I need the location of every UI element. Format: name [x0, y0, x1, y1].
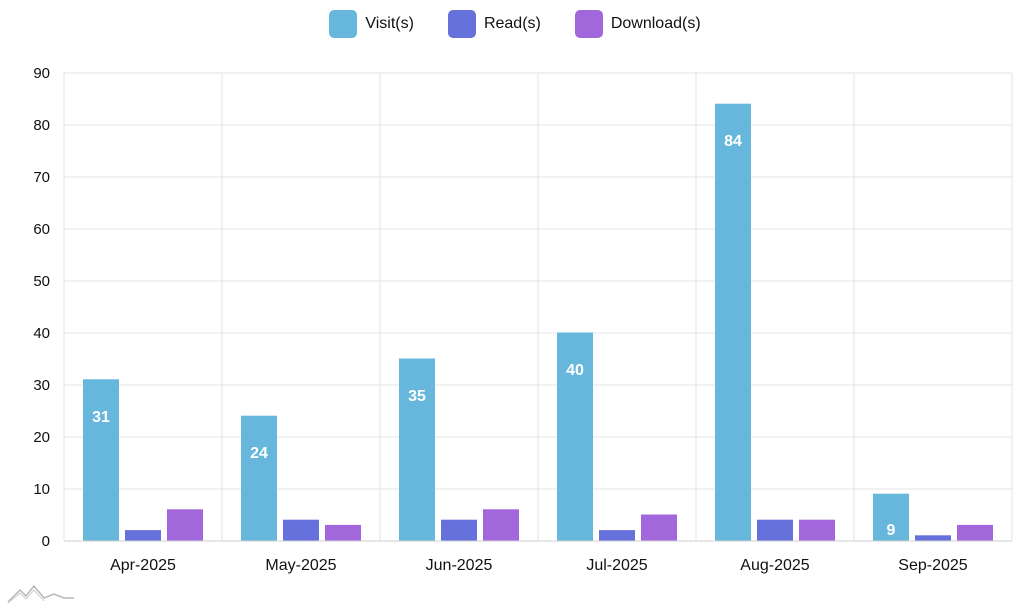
bars: [83, 103, 993, 542]
legend-label-downloads: Download(s): [610, 15, 701, 32]
bar-reads[interactable]: [125, 530, 161, 542]
bar-value-label: 84: [724, 133, 742, 150]
y-tick-label: 40: [33, 325, 50, 342]
y-tick-label: 90: [33, 65, 50, 82]
bar-value-label: 40: [566, 362, 584, 379]
bar-reads[interactable]: [441, 519, 477, 542]
x-tick-label: Jun-2025: [426, 557, 493, 574]
bar-downloads[interactable]: [957, 524, 993, 542]
bar-downloads[interactable]: [167, 509, 203, 542]
bar-reads[interactable]: [915, 535, 951, 542]
bar-downloads[interactable]: [641, 514, 677, 542]
grid-lines: [63, 72, 1013, 542]
bar-value-label: 9: [887, 522, 896, 539]
legend: Visit(s) Read(s) Download(s): [0, 8, 1030, 40]
bar-value-label: 35: [408, 388, 426, 405]
y-tick-label: 20: [33, 429, 50, 446]
bar-visits[interactable]: [241, 415, 277, 542]
bar-downloads[interactable]: [483, 509, 519, 542]
y-tick-label: 50: [33, 273, 50, 290]
legend-item-downloads[interactable]: Download(s): [574, 10, 701, 38]
y-tick-label: 10: [33, 481, 50, 498]
y-tick-label: 80: [33, 117, 50, 134]
bar-visits[interactable]: [83, 379, 119, 542]
axes: 0 10 20 30 40 50 60 70 80 90 Apr-2025 May-2025 Jun-2…: [33, 65, 1012, 574]
x-tick-label: Aug-2025: [740, 557, 809, 574]
bar-visits[interactable]: [715, 103, 751, 542]
legend-label-visits: Visit(s): [365, 15, 414, 32]
bar-downloads[interactable]: [799, 519, 835, 542]
bar-downloads[interactable]: [325, 524, 361, 542]
y-tick-label: 0: [42, 533, 50, 550]
legend-swatch-visits: [329, 10, 358, 38]
x-tick-label: Sep-2025: [898, 557, 967, 574]
legend-swatch-reads: [447, 10, 476, 38]
x-tick-label: Jul-2025: [586, 557, 647, 574]
bar-reads[interactable]: [757, 519, 793, 542]
y-tick-label: 60: [33, 221, 50, 238]
legend-item-visits[interactable]: Visit(s): [329, 10, 414, 38]
bar-value-label: 31: [92, 409, 110, 426]
amcharts-logo-icon: [7, 584, 74, 604]
y-tick-label: 70: [33, 169, 50, 186]
x-tick-label: Apr-2025: [110, 557, 176, 574]
legend-item-reads[interactable]: Read(s): [447, 10, 541, 38]
bar-reads[interactable]: [283, 519, 319, 542]
bar-visits[interactable]: [557, 332, 593, 542]
bar-reads[interactable]: [599, 530, 635, 542]
bar-visits[interactable]: [399, 358, 435, 542]
y-tick-label: 30: [33, 377, 50, 394]
bar-visits[interactable]: [873, 493, 909, 542]
bar-value-label: 24: [250, 445, 268, 462]
legend-swatch-downloads: [574, 10, 603, 38]
data-labels: 31 24 35 40 84 9: [92, 133, 895, 539]
x-tick-label: May-2025: [265, 557, 336, 574]
legend-label-reads: Read(s): [483, 15, 541, 32]
